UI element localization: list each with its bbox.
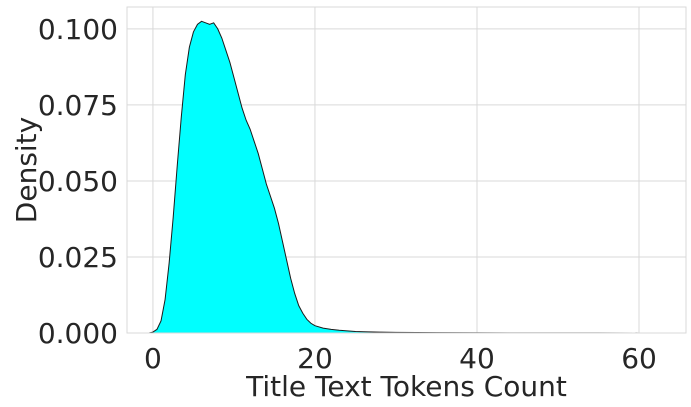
x-tick-labels: 0 20 40 60 bbox=[144, 342, 657, 375]
density-area-layer bbox=[148, 20, 660, 334]
density-line bbox=[148, 20, 660, 334]
x-tick-label: 60 bbox=[621, 342, 657, 375]
plot-frame bbox=[126, 6, 687, 334]
y-tick-label: 0.025 bbox=[38, 241, 118, 274]
y-tick-label: 0.075 bbox=[38, 89, 118, 122]
x-tick-label: 0 bbox=[144, 342, 162, 375]
y-tick-label: 0.100 bbox=[38, 13, 118, 46]
y-tick-label: 0.000 bbox=[38, 317, 118, 350]
density-area bbox=[148, 21, 660, 333]
y-tick-labels: 0.000 0.025 0.050 0.075 0.100 bbox=[38, 13, 118, 350]
x-axis-label: Title Text Tokens Count bbox=[245, 370, 567, 403]
x-tick-label: 40 bbox=[459, 342, 495, 375]
y-tick-label: 0.050 bbox=[38, 165, 118, 198]
x-tick-label: 20 bbox=[297, 342, 333, 375]
y-axis-label: Density bbox=[10, 117, 43, 223]
